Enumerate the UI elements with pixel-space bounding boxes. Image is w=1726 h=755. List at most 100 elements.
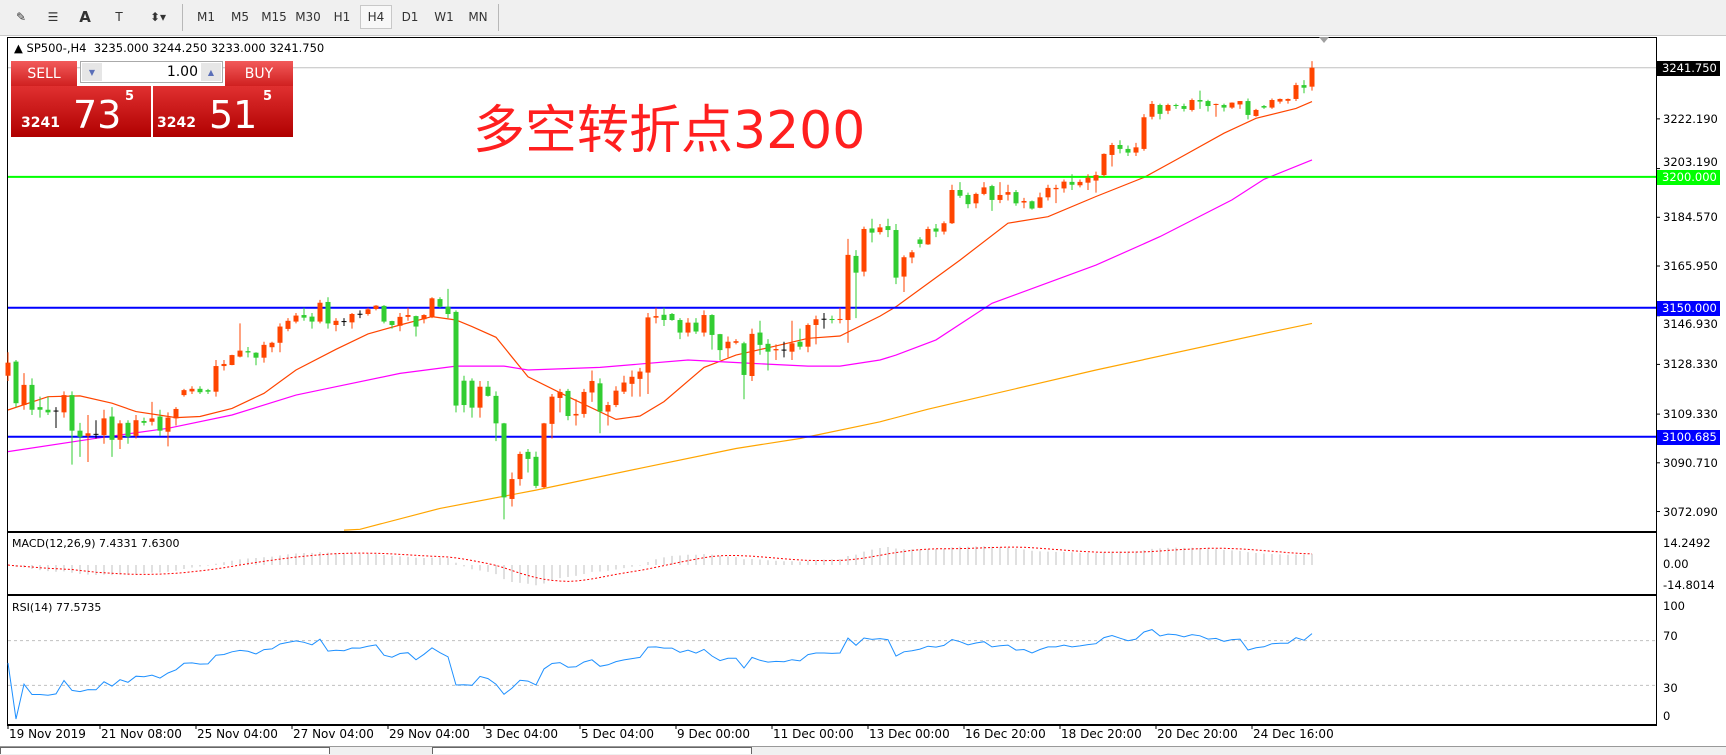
- lot-size-input[interactable]: ▼ 1.00 ▲: [80, 61, 223, 83]
- timeframe-h1-button[interactable]: H1: [333, 10, 351, 24]
- candle-body: [565, 390, 571, 417]
- candle-body: [125, 422, 131, 437]
- candle-body: [549, 396, 555, 424]
- candle-body: [349, 313, 355, 323]
- buy-price-prefix: 3242: [157, 115, 196, 131]
- candle-body: [85, 433, 91, 436]
- buy-price-button[interactable]: 3242 51 5: [153, 86, 293, 137]
- price-tick-label: 3165.950: [1663, 258, 1718, 273]
- candle-body: [365, 309, 371, 314]
- candle-body: [1269, 100, 1275, 108]
- timeframe-d1-button[interactable]: D1: [401, 10, 419, 24]
- candle-body: [205, 390, 211, 392]
- candle-body: [693, 322, 699, 332]
- candle-body: [157, 416, 163, 431]
- lot-increase-icon[interactable]: ▲: [201, 63, 221, 81]
- candle-body: [269, 342, 275, 348]
- buy-button[interactable]: BUY: [225, 61, 293, 86]
- candle-body: [117, 423, 123, 440]
- candle-body: [477, 386, 483, 408]
- candle-body: [325, 301, 331, 324]
- candle-body: [13, 361, 19, 404]
- moving-average-line: [343, 322, 1313, 531]
- candle-body: [661, 314, 667, 321]
- rsi-label: RSI(14) 77.5735: [12, 601, 102, 614]
- chart-tab[interactable]: [0, 747, 330, 754]
- candle-body: [1165, 104, 1171, 111]
- candle-body: [397, 316, 403, 326]
- candle-body: [1133, 147, 1139, 153]
- timeframe-m30-button[interactable]: M30: [295, 10, 321, 24]
- timeframe-w1-button[interactable]: W1: [434, 10, 454, 24]
- text-label-icon[interactable]: T: [115, 10, 123, 24]
- moving-average-line: [7, 101, 1313, 421]
- candle-body: [21, 384, 27, 406]
- time-tick-label: 11 Dec 00:00: [773, 727, 854, 741]
- candle-body: [941, 223, 947, 232]
- candle-body: [1141, 117, 1147, 149]
- timeframe-m15-button[interactable]: M15: [261, 10, 287, 24]
- chart-tabs-bar: [0, 746, 1726, 755]
- candle-body: [1085, 177, 1091, 183]
- candle-body: [597, 383, 603, 412]
- candle-body: [1301, 85, 1307, 88]
- candle-body: [669, 313, 675, 321]
- chart-window[interactable]: [7, 37, 1657, 726]
- candle-body: [1205, 101, 1211, 107]
- candle-body: [1181, 106, 1187, 109]
- rsi-tick: 30: [1663, 681, 1678, 695]
- candle-body: [253, 352, 259, 358]
- candle-body: [1061, 181, 1067, 189]
- candle-body: [981, 187, 987, 194]
- sell-price-button[interactable]: 3241 73 5: [11, 86, 151, 137]
- candle-body: [141, 420, 147, 423]
- candle-body: [805, 324, 811, 347]
- candle-body: [509, 479, 515, 499]
- collapse-arrow-icon[interactable]: ▲: [14, 41, 23, 55]
- lot-decrease-icon[interactable]: ▼: [82, 63, 102, 81]
- candle-body: [1069, 181, 1075, 185]
- candle-body: [381, 305, 387, 322]
- timeframe-m5-button[interactable]: M5: [231, 10, 249, 24]
- candle-body: [29, 384, 35, 410]
- chart-tab[interactable]: [432, 747, 752, 754]
- candle-body: [1221, 104, 1227, 108]
- candle-body: [1077, 181, 1083, 186]
- time-tick-label: 19 Nov 2019: [9, 727, 86, 741]
- candle-body: [317, 302, 323, 322]
- rsi-tick: 70: [1663, 629, 1678, 643]
- text-icon[interactable]: A: [79, 8, 91, 26]
- fibo-fan-icon[interactable]: ☰: [47, 10, 59, 24]
- candle-body: [1029, 201, 1035, 209]
- arrows-dropdown-icon[interactable]: ⬍▾: [149, 10, 167, 24]
- chart-shift-marker-icon: [1319, 37, 1329, 43]
- candle-body: [813, 319, 819, 325]
- candle-body: [605, 405, 611, 412]
- sell-button[interactable]: SELL: [11, 61, 77, 86]
- current-price-tag: 3241.750: [1657, 60, 1720, 76]
- price-tick-label: 3109.330: [1663, 407, 1718, 422]
- lot-size-value[interactable]: 1.00: [166, 64, 198, 80]
- candle-body: [1109, 145, 1115, 155]
- candle-body: [741, 343, 747, 375]
- candle-body: [837, 318, 843, 321]
- candle-body: [1005, 192, 1011, 195]
- candle-body: [845, 254, 851, 321]
- time-tick-label: 3 Dec 04:00: [485, 727, 559, 741]
- candle-body: [189, 388, 195, 392]
- elliott-wave-icon[interactable]: ✎: [15, 10, 27, 24]
- macd-tick: 14.2492: [1663, 536, 1711, 550]
- candle-body: [973, 193, 979, 204]
- rsi-tick: 0: [1663, 709, 1671, 723]
- candle-body: [133, 420, 139, 436]
- candle-body: [1237, 101, 1243, 105]
- timeframe-h4-button[interactable]: H4: [360, 5, 392, 29]
- timeframe-mn-button[interactable]: MN: [468, 10, 488, 24]
- chart-header: ▲ SP500-,H4 3235.000 3244.250 3233.000 3…: [14, 41, 324, 55]
- candle-body: [949, 189, 955, 224]
- candle-body: [645, 317, 651, 373]
- timeframe-m1-button[interactable]: M1: [197, 10, 215, 24]
- pane-divider: [7, 724, 1657, 725]
- candle-body: [925, 228, 931, 245]
